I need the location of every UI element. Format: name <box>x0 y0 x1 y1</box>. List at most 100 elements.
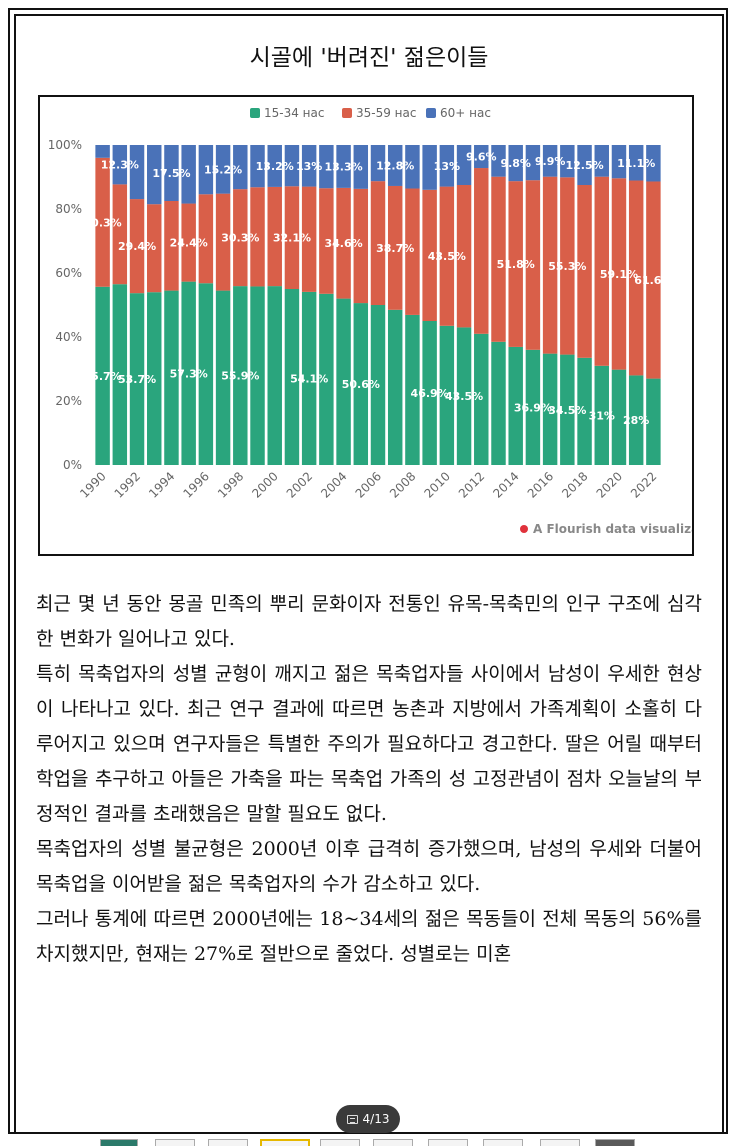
x-tick-label: 2022 <box>628 469 659 500</box>
bar-segment <box>284 186 300 289</box>
bar-segment <box>181 281 196 465</box>
data-label: 13.2% <box>256 160 294 173</box>
bar-segment <box>611 145 627 179</box>
bar-segment <box>594 176 609 366</box>
bar-segment <box>353 145 369 189</box>
bar-segment <box>491 341 506 465</box>
bar-segment <box>405 314 420 465</box>
x-tick-label: 1990 <box>77 469 108 500</box>
page-thumbnail[interactable] <box>155 1139 195 1146</box>
x-tick-label: 1994 <box>146 469 177 500</box>
bar-segment <box>628 145 644 181</box>
bar-segment <box>456 185 472 328</box>
y-tick-label: 100% <box>48 138 82 152</box>
bar-segment <box>422 145 437 190</box>
bar-segment <box>560 177 575 355</box>
bar-segment <box>319 145 334 189</box>
page-thumbnail[interactable] <box>428 1139 468 1146</box>
bar-segment <box>370 305 386 465</box>
bar-segment <box>577 185 592 358</box>
bar-segment <box>387 145 403 186</box>
data-label: 28% <box>623 414 649 427</box>
page-thumbnail[interactable] <box>320 1139 360 1146</box>
bar-segment <box>284 289 300 465</box>
bar-segment <box>129 293 145 465</box>
bar-segment <box>542 176 558 354</box>
bar-segment <box>129 145 145 200</box>
paragraph: 특히 목축업자의 성별 균형이 깨지고 젊은 목축업자들 사이에서 남성이 우세… <box>36 663 702 825</box>
data-label: 12.8% <box>376 159 414 172</box>
data-label: 51.8% <box>497 258 535 271</box>
bar-segment <box>405 145 420 189</box>
bar-segment <box>147 204 162 293</box>
legend-entry: 35-59 нас <box>356 106 416 120</box>
article-body: 최근 몇 년 동안 몽골 민족의 뿌리 문화이자 전통인 유목-목축민의 인구 … <box>36 587 702 972</box>
bar-segment <box>215 145 231 194</box>
data-label: 12.5% <box>565 159 603 172</box>
chart-frame: 0% 20% 40% 60% 80% 100% 55.7% 53.7% 57.3% 55.9% 54… <box>38 95 694 556</box>
bar-segment <box>646 181 661 379</box>
page-thumbnail[interactable] <box>595 1139 635 1146</box>
y-tick-label: 60% <box>55 266 82 280</box>
x-tick-label: 2000 <box>249 469 280 500</box>
x-tick-label: 2016 <box>525 469 556 500</box>
bar-segment <box>508 346 523 465</box>
data-label: 13% <box>296 160 322 173</box>
page-thumbnail[interactable] <box>373 1139 413 1146</box>
page-thumbnail[interactable] <box>100 1139 138 1146</box>
bar-segment <box>439 186 455 326</box>
bar-segment <box>267 145 282 187</box>
bar-segment <box>422 321 437 465</box>
bar-segment <box>456 327 472 465</box>
data-label: 12.3% <box>101 159 139 172</box>
x-tick-label: 2018 <box>559 469 590 500</box>
page-thumbnail[interactable] <box>260 1139 310 1146</box>
x-tick-label: 2014 <box>490 469 521 500</box>
data-label: 13.3% <box>324 160 362 173</box>
page-thumbnail[interactable] <box>483 1139 523 1146</box>
data-label: 11.1% <box>617 157 655 170</box>
data-label: 55.9% <box>221 370 259 383</box>
data-label: 54.1% <box>290 372 328 385</box>
bar-segment <box>181 145 196 204</box>
bar-segment <box>319 293 334 465</box>
bar-segment <box>491 145 506 177</box>
bar-segment <box>112 284 128 465</box>
bar-segment <box>95 286 110 465</box>
data-label: 40.3% <box>84 216 122 229</box>
bar-segment <box>525 180 541 350</box>
data-label: 61.6% <box>634 274 672 287</box>
bar-segment <box>474 145 489 169</box>
bar-segment <box>370 145 386 182</box>
page-border-inner <box>14 14 724 1134</box>
bar-segment <box>181 203 196 282</box>
legend-swatch <box>426 108 436 118</box>
bar-segment <box>474 168 489 334</box>
x-tick-label: 1992 <box>112 469 143 500</box>
bar-segment <box>233 189 248 287</box>
bar-segment <box>336 145 351 188</box>
bar-segment <box>284 145 300 187</box>
data-label: 30.3% <box>221 232 259 245</box>
bar-segment <box>387 185 403 310</box>
page-indicator-label: 4/13 <box>362 1112 390 1126</box>
bar-segment <box>387 309 403 465</box>
bar-segment <box>129 199 145 294</box>
bar-segment <box>456 145 472 185</box>
page-title: 시골에 '버려진' 젊은이들 <box>249 45 489 71</box>
bar-segment <box>95 145 110 158</box>
page-thumbnails-icon <box>346 1114 358 1124</box>
bar-segment <box>267 286 282 465</box>
bar-segment <box>233 145 248 190</box>
page-thumbnail[interactable] <box>208 1139 248 1146</box>
page-thumbnail[interactable] <box>540 1139 580 1146</box>
data-label: 38.7% <box>376 242 414 255</box>
paragraph: 목축업자의 성별 불균형은 2000년 이후 급격히 증가했으며, 남성의 우세… <box>36 838 702 895</box>
bar-segment <box>233 286 248 465</box>
x-tick-label: 2006 <box>353 469 384 500</box>
bar-segment <box>353 188 369 304</box>
thumbnail-strip <box>100 1139 640 1146</box>
bar-segment <box>560 354 575 465</box>
page-indicator[interactable]: 4/13 <box>336 1105 400 1133</box>
x-tick-label: 2004 <box>318 469 349 500</box>
